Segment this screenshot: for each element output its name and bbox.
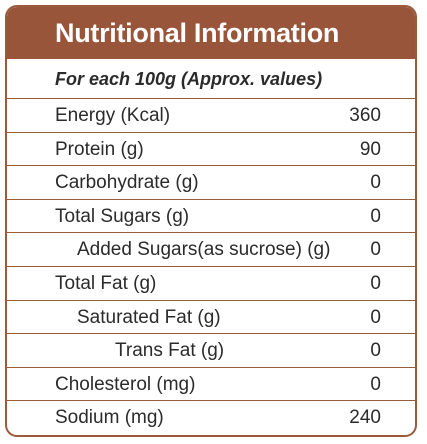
nutrient-row-saturated-fat: Saturated Fat (g) 0 xyxy=(7,301,415,335)
nutrient-row-carbohydrate: Carbohydrate (g) 0 xyxy=(7,166,415,200)
nutrient-row-total-sugars: Total Sugars (g) 0 xyxy=(7,200,415,234)
nutrient-label: Energy (Kcal) xyxy=(55,105,171,126)
nutrient-label: Protein (g) xyxy=(55,138,144,160)
nutrient-label: Saturated Fat (g) xyxy=(77,306,221,328)
nutrition-panel: Nutritional Information For each 100g (A… xyxy=(5,5,417,437)
nutrient-value: 90 xyxy=(359,138,381,160)
nutrient-label: Total Fat (g) xyxy=(55,272,157,294)
nutrient-row-total-fat: Total Fat (g) 0 xyxy=(7,267,415,301)
panel-subtitle: For each 100g (Approx. values) xyxy=(7,59,415,99)
nutrient-label: Sodium (mg) xyxy=(55,407,164,429)
nutrient-row-energy: Energy (Kcal) 360 xyxy=(7,99,415,133)
nutrient-value: 0 xyxy=(370,172,381,194)
nutrient-value: 240 xyxy=(349,407,381,429)
nutrient-row-protein: Protein (g) 90 xyxy=(7,133,415,167)
nutrient-value: 360 xyxy=(349,105,381,126)
nutrient-table: Energy (Kcal) 360 Protein (g) 90 Carbohy… xyxy=(7,99,415,435)
panel-title: Nutritional Information xyxy=(7,7,415,59)
nutrient-label: Added Sugars(as sucrose) (g) xyxy=(77,239,331,261)
nutrient-row-added-sugars: Added Sugars(as sucrose) (g) 0 xyxy=(7,233,415,267)
nutrient-row-trans-fat: Trans Fat (g) 0 xyxy=(7,334,415,368)
nutrient-label: Trans Fat (g) xyxy=(115,340,225,362)
nutrient-label: Total Sugars (g) xyxy=(55,205,190,227)
nutrient-row-sodium: Sodium (mg) 240 xyxy=(7,401,415,435)
nutrient-value: 0 xyxy=(370,272,381,294)
nutrient-value: 0 xyxy=(370,306,381,328)
nutrient-row-cholesterol: Cholesterol (mg) 0 xyxy=(7,368,415,402)
nutrient-label: Carbohydrate (g) xyxy=(55,172,199,194)
nutrient-label: Cholesterol (mg) xyxy=(55,373,196,395)
nutrient-value: 0 xyxy=(370,239,381,261)
nutrient-value: 0 xyxy=(370,205,381,227)
nutrient-value: 0 xyxy=(370,340,381,362)
nutrient-value: 0 xyxy=(370,373,381,395)
